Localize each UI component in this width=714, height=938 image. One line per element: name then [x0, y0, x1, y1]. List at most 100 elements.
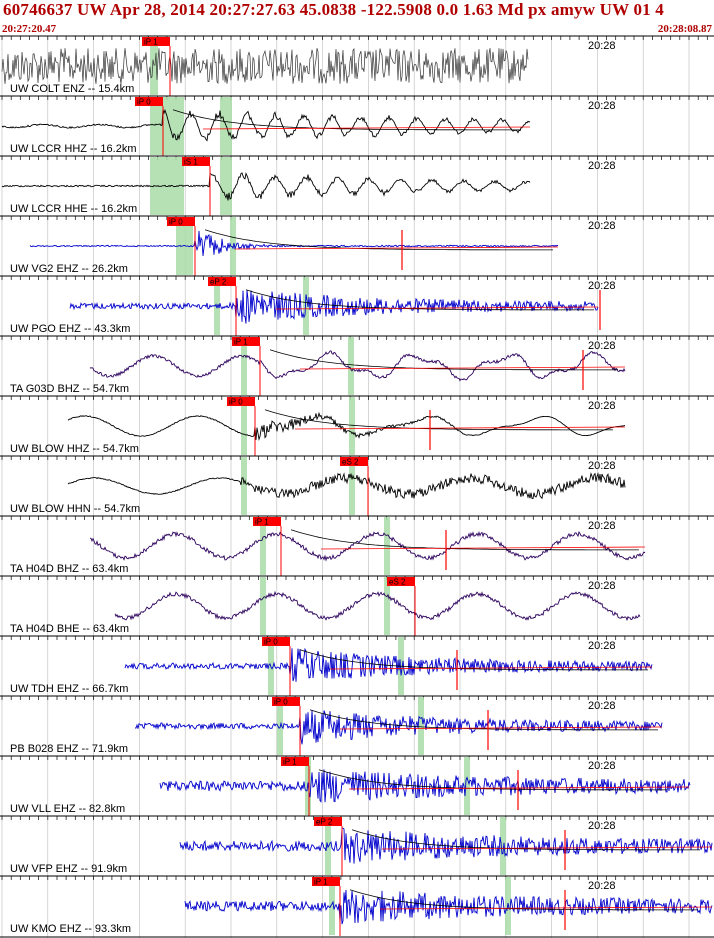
station-label: UW LCCR HHZ -- 16.2km: [10, 143, 137, 155]
theoretical-arrival-band: [348, 337, 354, 395]
waveform-trace: [67, 472, 626, 500]
pick-flag[interactable]: [232, 337, 260, 346]
pick-phase-label: eS 2: [342, 458, 359, 467]
station-label: TA H04D BHE -- 63.4km: [10, 623, 129, 635]
coda-fit-curve: [245, 289, 594, 311]
pick-phase-label: iS 1: [184, 158, 198, 167]
theoretical-arrival-band: [150, 97, 184, 155]
station-label: TA H04D BHZ -- 63.4km: [10, 563, 128, 575]
station-label: UW VG2 EHZ -- 26.2km: [10, 263, 128, 275]
header-bar: 60746637 UW Apr 28, 2014 20:27:27.63 45.…: [0, 0, 714, 36]
time-label: 20:28: [588, 460, 616, 472]
time-label: 20:28: [588, 760, 616, 772]
pick-phase-label: eP 2: [210, 278, 227, 287]
waveform-trace: [114, 590, 641, 622]
theoretical-arrival-band: [260, 577, 266, 635]
theoretical-arrival-band: [214, 277, 220, 335]
station-label: UW VFP EHZ -- 91.9km: [10, 863, 127, 875]
amplitude-line: [275, 306, 599, 310]
pick-phase-label: iP 0: [264, 638, 278, 647]
pick-flag[interactable]: [340, 457, 368, 466]
theoretical-arrival-band: [241, 397, 247, 455]
time-label: 20:28: [588, 580, 616, 592]
time-label: 20:28: [588, 880, 616, 892]
time-label: 20:28: [588, 340, 616, 352]
theoretical-arrival-band: [329, 877, 335, 935]
pick-phase-label: iP 0: [169, 218, 183, 227]
coda-fit-curve: [264, 409, 613, 431]
pick-flag[interactable]: [135, 97, 163, 106]
theoretical-arrival-band: [384, 577, 390, 635]
amplitude-line: [294, 426, 626, 430]
waveform-trace: [69, 290, 599, 324]
amplitude-line: [348, 786, 690, 790]
pick-phase-label: eS 2: [389, 578, 406, 587]
waveform-trace: [1, 172, 531, 201]
time-label: 20:28: [588, 520, 616, 532]
waveform-trace: [159, 769, 691, 803]
pick-flag[interactable]: [253, 517, 281, 526]
station-label: UW BLOW HHN -- 54.7km: [10, 503, 140, 515]
pick-flag[interactable]: [142, 37, 170, 46]
coda-fit-curve: [299, 649, 648, 671]
station-label: PB B028 EHZ -- 71.9km: [10, 743, 128, 755]
pick-flag[interactable]: [387, 577, 415, 586]
theoretical-arrival-band: [500, 817, 506, 875]
pick-flag[interactable]: [314, 817, 342, 826]
theoretical-arrival-band: [464, 757, 470, 815]
pick-flag[interactable]: [208, 277, 236, 286]
waveform-trace: [1, 47, 529, 85]
station-label: UW KMO EHZ -- 93.3km: [10, 923, 131, 935]
pick-flag[interactable]: [281, 757, 309, 766]
pick-phase-label: iP 1: [255, 518, 269, 527]
pick-phase-label: iP 0: [274, 698, 288, 707]
pick-flag[interactable]: [312, 877, 340, 886]
theoretical-arrival-band: [220, 157, 232, 215]
pick-phase-label: eP 2: [316, 818, 333, 827]
amplitude-line: [234, 246, 559, 250]
waveform-trace: [67, 411, 626, 441]
pick-phase-label: iP 0: [229, 398, 243, 407]
theoretical-arrival-band: [150, 37, 158, 95]
time-label: 20:28: [588, 40, 616, 52]
station-label: TA G03D BHZ -- 54.7km: [10, 383, 129, 395]
waveform-trace: [89, 531, 646, 562]
station-label: UW BLOW HHZ -- 54.7km: [10, 443, 139, 455]
coda-fit-curve: [349, 889, 698, 911]
coda-fit-curve: [309, 709, 658, 731]
time-label: 20:28: [588, 820, 616, 832]
theoretical-arrival-band: [260, 517, 266, 575]
theoretical-arrival-band: [241, 457, 247, 515]
pick-flag[interactable]: [182, 157, 210, 166]
pick-flag[interactable]: [227, 397, 255, 406]
waveform-trace: [89, 350, 626, 382]
end-time: 20:28:08.87: [657, 23, 712, 35]
time-label: 20:28: [588, 640, 616, 652]
pick-flag[interactable]: [272, 697, 300, 706]
amplitude-line: [381, 846, 713, 850]
pick-phase-label: iP 0: [137, 98, 151, 107]
pick-flag[interactable]: [262, 637, 290, 646]
station-label: UW LCCR HHE -- 16.2km: [10, 203, 137, 215]
event-title: 60746637 UW Apr 28, 2014 20:27:27.63 45.…: [3, 0, 664, 19]
amplitude-line: [379, 906, 713, 910]
amplitude-line: [202, 126, 531, 130]
amplitude-line: [339, 726, 663, 730]
time-label: 20:28: [588, 220, 616, 232]
amplitude-line: [299, 366, 626, 370]
coda-fit-curve: [351, 829, 700, 851]
pick-phase-label: iP 1: [283, 758, 297, 767]
station-label: UW COLT ENZ -- 15.4km: [10, 83, 134, 95]
theoretical-arrival-band: [241, 337, 247, 395]
theoretical-arrival-band: [303, 277, 309, 335]
time-label: 20:28: [588, 160, 616, 172]
amplitude-line: [329, 666, 653, 670]
time-label: 20:28: [588, 400, 616, 412]
waveform-trace: [29, 230, 559, 256]
time-label: 20:28: [588, 280, 616, 292]
pick-flag[interactable]: [167, 217, 195, 226]
theoretical-arrival-band: [349, 457, 355, 515]
time-label: 20:28: [588, 100, 616, 112]
